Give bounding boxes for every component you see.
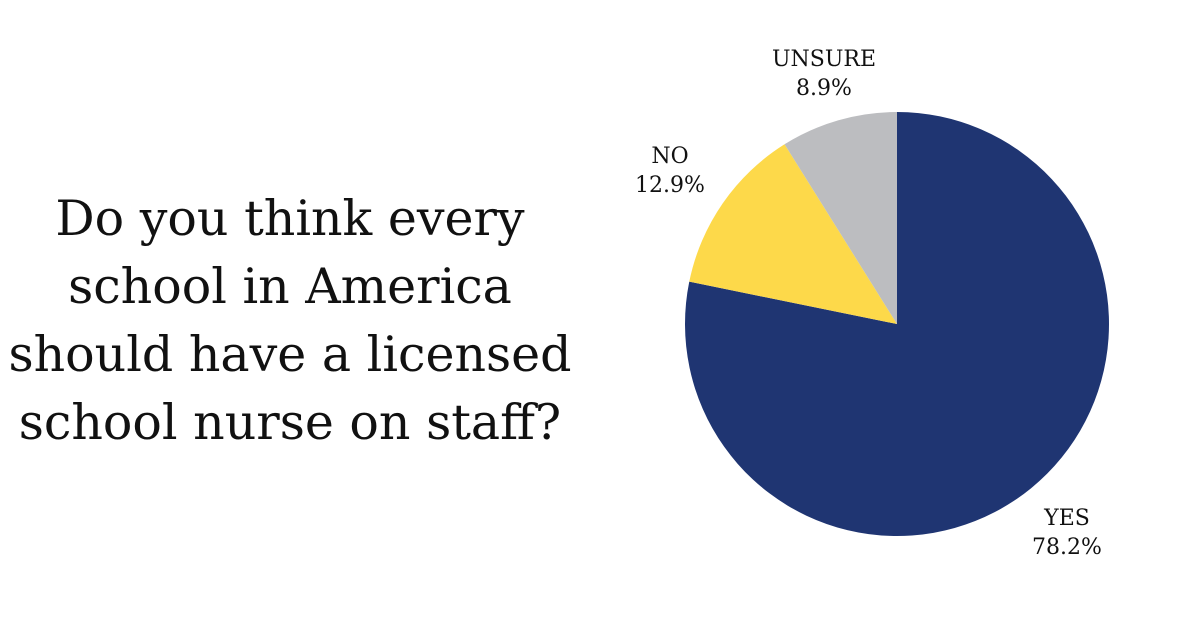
pie-slice-no (689, 144, 897, 324)
question-text: Do you think every school in America sho… (0, 185, 580, 457)
slice-value-yes: 78.2% (1032, 535, 1102, 560)
pie-chart: YES 78.2% NO 12.9% UNSURE 8.9% (635, 47, 1109, 560)
pie-slice-unsure (784, 112, 897, 324)
slice-value-unsure: 8.9% (796, 76, 852, 101)
slice-label-yes: YES (1043, 506, 1090, 531)
slice-label-no: NO (651, 144, 688, 169)
question-line-1: Do you think every (55, 190, 525, 247)
pie-slices (685, 112, 1109, 536)
pie-labels: YES 78.2% NO 12.9% UNSURE 8.9% (635, 47, 1102, 560)
question-line-3: should have a licensed (8, 326, 572, 383)
slice-value-no: 12.9% (635, 173, 705, 198)
question-line-2: school in America (68, 258, 512, 315)
slice-label-unsure: UNSURE (772, 47, 876, 72)
question-line-4: school nurse on staff? (18, 394, 562, 451)
